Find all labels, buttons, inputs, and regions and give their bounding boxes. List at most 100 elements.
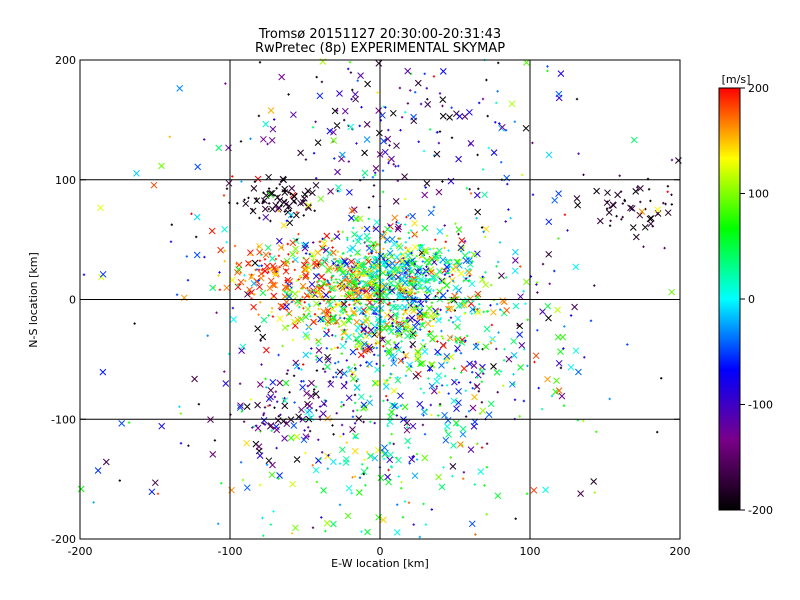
scatter-point-group <box>307 303 311 306</box>
scatter-point-group <box>276 316 414 403</box>
scatter-point-group <box>334 257 337 261</box>
scatter-point-group <box>413 274 427 367</box>
scatter-point-group <box>231 128 390 310</box>
scatter-point-group <box>322 201 665 371</box>
scatter-point-group <box>303 257 335 291</box>
scatter-point-group <box>360 401 368 409</box>
scatter-point-group <box>375 107 551 349</box>
scatter-point-group <box>325 308 328 312</box>
colorbar-tick-label: 0 <box>748 293 755 306</box>
scatter-point-group <box>589 319 593 322</box>
scatter-point-group <box>360 293 431 333</box>
scatter-point-group <box>383 265 396 409</box>
scatter-point-group <box>366 274 374 300</box>
scatter-point-group <box>269 262 296 272</box>
scatter-point-group <box>268 151 346 401</box>
scatter-point-group <box>384 225 391 233</box>
scatter-point-group <box>414 268 422 276</box>
scatter-point-group <box>277 302 285 310</box>
scatter-point-group <box>377 451 389 482</box>
scatter-point-group <box>388 273 481 343</box>
scatter-point-group <box>339 376 343 379</box>
scatter-point-group <box>377 295 408 322</box>
scatter-point-group <box>356 215 414 297</box>
scatter-point-group <box>308 280 319 299</box>
scatter-point-group <box>417 276 485 475</box>
scatter-point-group <box>340 282 348 290</box>
scatter-point-group <box>324 452 331 460</box>
scatter-point-group <box>382 290 508 306</box>
scatter-point-group <box>340 273 560 396</box>
scatter-points <box>77 58 682 539</box>
scatter-point-group <box>318 405 414 459</box>
scatter-point-group <box>408 69 549 268</box>
scatter-point-group <box>262 413 265 417</box>
scatter-point-group <box>356 378 360 381</box>
scatter-point-group <box>410 301 441 385</box>
scatter-point-group <box>368 244 371 247</box>
scatter-point-group <box>510 337 518 345</box>
scatter-point-group <box>303 333 311 341</box>
scatter-point-group <box>372 184 617 209</box>
scatter-point-group <box>358 106 380 233</box>
scatter-point-group <box>290 300 294 304</box>
scatter-point-group <box>384 135 402 231</box>
colorbar-tick-label: 100 <box>748 188 769 201</box>
scatter-point-group <box>302 278 358 359</box>
scatter-point-group <box>379 268 518 359</box>
scatter-point-group <box>291 290 414 333</box>
scatter-point-group <box>325 260 350 350</box>
chart-title: Tromsø 20151127 20:30:00-20:31:43 <box>258 27 501 42</box>
scatter-point-group <box>490 308 497 316</box>
scatter-point-group <box>354 368 408 377</box>
scatter-point-group <box>431 317 464 481</box>
scatter-point-group <box>350 310 423 322</box>
scatter-point-group <box>324 359 348 403</box>
scatter-point-group <box>401 303 408 311</box>
scatter-point-group <box>355 489 363 496</box>
scatter-point-group <box>336 211 644 376</box>
scatter-point-group <box>364 278 376 288</box>
scatter-point-group <box>343 215 462 343</box>
scatter-point-group <box>244 290 251 298</box>
scatter-point-group <box>340 300 499 394</box>
scatter-point-group <box>285 286 332 326</box>
scatter-point-group <box>389 372 392 376</box>
scatter-point-group <box>309 189 316 197</box>
scatter-point-group <box>308 253 449 273</box>
scatter-point-group <box>340 296 362 327</box>
scatter-point-group <box>316 280 329 286</box>
scatter-point-group <box>427 266 585 423</box>
scatter-point-group <box>365 361 368 364</box>
scatter-point-group <box>408 260 470 306</box>
scatter-point-group <box>290 192 298 200</box>
scatter-point-group <box>262 251 270 259</box>
scatter-point-group <box>156 262 540 495</box>
scatter-point-group <box>317 244 465 323</box>
scatter-point-group <box>315 208 646 342</box>
scatter-point-group <box>414 358 417 361</box>
scatter-point-group <box>324 306 363 330</box>
scatter-point-group <box>390 432 393 436</box>
scatter-point-group <box>379 261 453 425</box>
colorbar-tick-label: 200 <box>748 82 769 95</box>
scatter-point-group <box>388 301 434 416</box>
scatter-point-group <box>401 265 404 268</box>
scatter-point-group <box>367 324 370 327</box>
scatter-point-group <box>468 188 471 191</box>
scatter-point-group <box>297 199 617 209</box>
scatter-point-group <box>333 346 337 350</box>
scatter-point-group <box>422 267 461 384</box>
scatter-point-group <box>309 315 320 347</box>
scatter-point-group <box>365 287 368 290</box>
scatter-point-group <box>336 224 461 352</box>
scatter-point-group <box>353 161 390 425</box>
scatter-point-group <box>265 241 502 389</box>
scatter-point-group <box>363 225 395 362</box>
scatter-point-group <box>439 281 442 284</box>
scatter-point-group <box>401 272 566 413</box>
scatter-point-group <box>287 211 448 314</box>
scatter-point-group <box>345 236 368 288</box>
scatter-point-group <box>455 226 463 233</box>
scatter-point-group <box>326 119 406 275</box>
